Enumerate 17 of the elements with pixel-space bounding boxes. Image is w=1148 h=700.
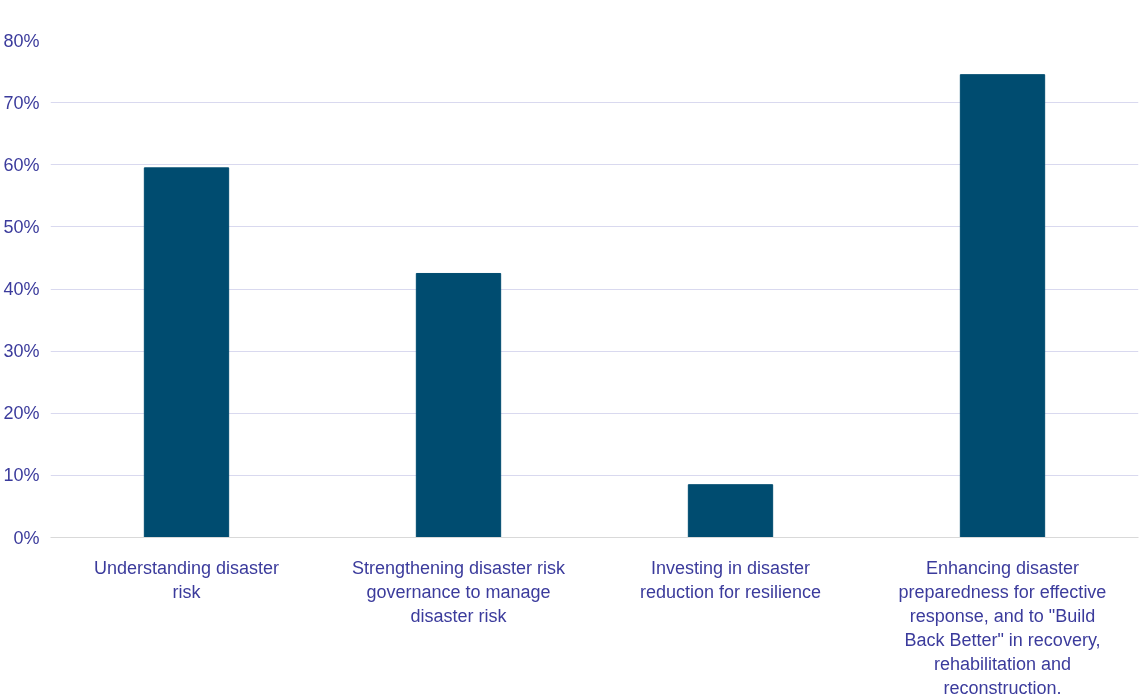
y-tick-label: 80% <box>3 30 40 51</box>
y-tick-label: 0% <box>13 527 40 548</box>
y-tick-label: 70% <box>3 92 40 113</box>
bar <box>143 167 230 538</box>
y-tick-label: 50% <box>3 216 40 237</box>
bar <box>687 484 774 538</box>
y-tick-label: 30% <box>3 341 40 362</box>
y-tick-label: 40% <box>3 279 40 299</box>
y-tick-label: 20% <box>3 403 40 424</box>
y-tick-label: 10% <box>3 465 40 486</box>
x-tick-label: Understanding disaster risk <box>93 557 280 602</box>
bar <box>959 74 1046 538</box>
y-tick-label: 60% <box>3 154 40 175</box>
x-tick-label: Investing in disaster reduction for resilience <box>639 557 822 602</box>
x-tick-label: Enhancing disaster preparedness for effective response, and to "Build Back Better" in recovery, rehabilitation and reconstruction. <box>898 557 1107 698</box>
x-tick-label: Strengthening disaster risk governance to manage disaster risk <box>351 557 567 626</box>
bar <box>415 272 502 538</box>
